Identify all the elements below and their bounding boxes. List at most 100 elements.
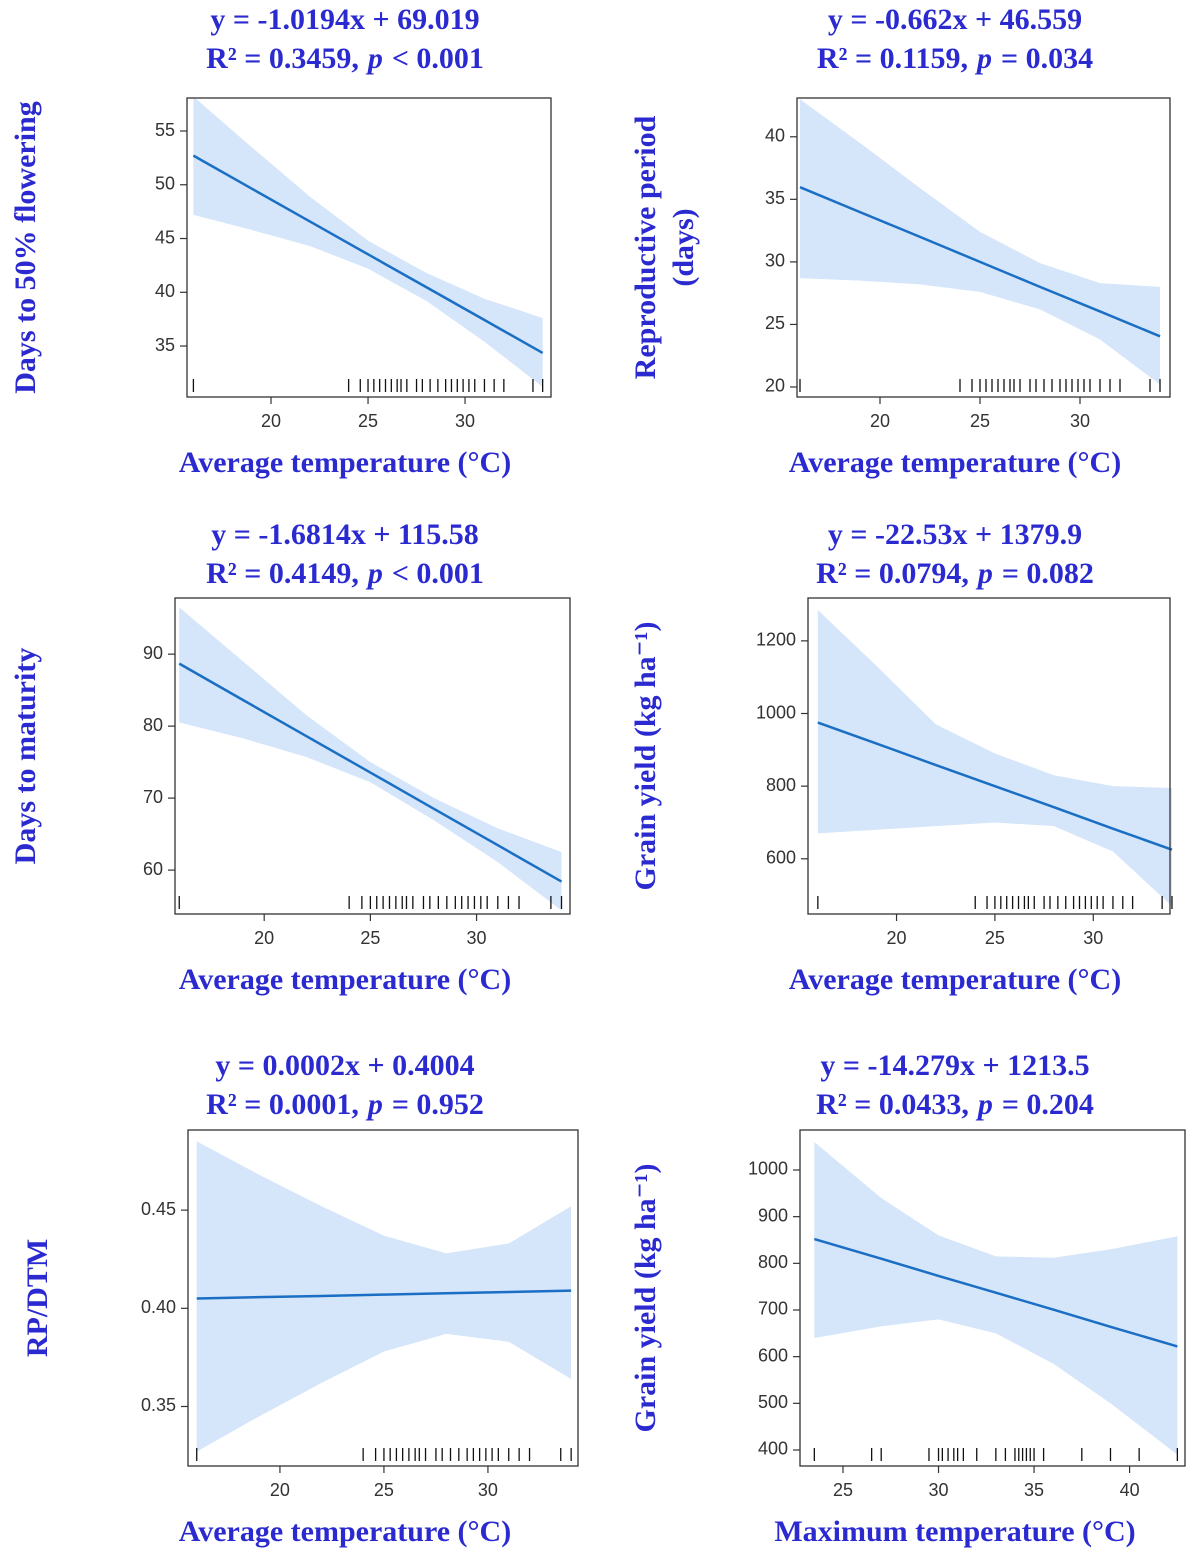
y-tick-label: 1000 <box>748 1159 788 1179</box>
y-tick-label: 40 <box>155 281 175 301</box>
p-value: < 0.001 <box>392 42 484 75</box>
fit-line <box>192 154 544 355</box>
equation: y = -22.53x + 1379.9 <box>828 518 1082 551</box>
y-tick-label: 800 <box>758 1252 788 1272</box>
r-squared: R² = 0.4149, <box>206 557 359 590</box>
p-value: < 0.001 <box>392 557 484 590</box>
y-axis-label: Days to 50% flowering <box>9 101 42 393</box>
x-axis-label: Maximum temperature (°C) <box>774 1515 1135 1548</box>
y-tick-label: 600 <box>758 1345 788 1365</box>
statistics: R² = 0.0433, p = 0.204 <box>816 1088 1094 1121</box>
statistics: R² = 0.4149, p < 0.001 <box>206 557 484 590</box>
y-tick-label: 35 <box>155 335 175 355</box>
statistics: R² = 0.0001, p = 0.952 <box>206 1088 484 1121</box>
equation: y = 0.0002x + 0.4004 <box>215 1049 474 1082</box>
y-tick-label: 500 <box>758 1392 788 1412</box>
fit-line <box>799 186 1161 338</box>
p-symbol: p <box>365 1088 383 1121</box>
fit-line <box>196 1289 572 1300</box>
y-tick-label: 0.40 <box>141 1297 176 1317</box>
y-axis-label: Grain yield (kg ha⁻¹) <box>629 1163 662 1432</box>
x-axis-label: Average temperature (°C) <box>789 446 1121 479</box>
x-axis-label: Average temperature (°C) <box>789 963 1121 996</box>
x-tick-label: 25 <box>985 928 1005 948</box>
p-symbol: p <box>974 42 992 75</box>
x-tick-label: 30 <box>1070 411 1090 431</box>
y-axis-label: Reproductive period <box>629 115 662 379</box>
y-axis-label: Grain yield (kg ha⁻¹) <box>629 621 662 890</box>
x-tick-label: 30 <box>467 928 487 948</box>
x-tick-label: 35 <box>1024 1480 1044 1500</box>
plot-frame <box>187 1129 579 1467</box>
y-tick-label: 1000 <box>756 702 796 722</box>
fit-line <box>813 1237 1178 1348</box>
fit-line <box>817 721 1173 851</box>
y-tick-label: 800 <box>766 775 796 795</box>
y-tick-label: 35 <box>765 188 785 208</box>
x-tick-label: 30 <box>929 1480 949 1500</box>
x-tick-label: 20 <box>261 411 281 431</box>
confidence-band <box>179 607 562 911</box>
confidence-band <box>800 99 1160 385</box>
plot-frame <box>186 97 552 398</box>
p-value: = 0.952 <box>392 1088 484 1121</box>
plot-frame <box>799 1129 1186 1467</box>
r-squared: R² = 0.0433, <box>816 1088 969 1121</box>
y-axis-label: RP/DTM <box>21 1239 54 1357</box>
y-tick-label: 60 <box>143 859 163 879</box>
x-axis-label: Average temperature (°C) <box>179 963 511 996</box>
x-tick-label: 30 <box>478 1480 498 1500</box>
y-tick-label: 25 <box>765 313 785 333</box>
p-value: = 0.204 <box>1002 1088 1094 1121</box>
y-tick-label: 1200 <box>756 630 796 650</box>
x-axis-label: Average temperature (°C) <box>179 1515 511 1548</box>
x-tick-label: 25 <box>833 1480 853 1500</box>
statistics: R² = 0.1159, p = 0.034 <box>817 42 1093 75</box>
statistics: R² = 0.3459, p < 0.001 <box>206 42 484 75</box>
y-tick-label: 700 <box>758 1299 788 1319</box>
y-axis-label: Days to maturity <box>9 648 42 865</box>
p-value: = 0.034 <box>1001 42 1093 75</box>
r-squared: R² = 0.1159, <box>817 42 968 75</box>
fit-line <box>178 662 563 883</box>
x-tick-label: 30 <box>455 411 475 431</box>
equation: y = -0.662x + 46.559 <box>828 3 1082 36</box>
p-symbol: p <box>975 557 993 590</box>
y-tick-label: 70 <box>143 787 163 807</box>
y-tick-label: 50 <box>155 174 175 194</box>
confidence-band <box>196 1141 572 1452</box>
confidence-band <box>193 96 543 387</box>
plot-frame <box>807 597 1171 915</box>
equation: y = -1.0194x + 69.019 <box>210 3 479 36</box>
y-axis-label: (days) <box>667 208 700 286</box>
y-tick-label: 0.45 <box>141 1199 176 1219</box>
y-tick-label: 400 <box>758 1439 788 1459</box>
plot-frame <box>796 97 1171 398</box>
x-tick-label: 25 <box>358 411 378 431</box>
p-value: = 0.082 <box>1002 557 1094 590</box>
y-tick-label: 90 <box>143 643 163 663</box>
equation: y = -1.6814x + 115.58 <box>211 518 479 551</box>
plot-frame <box>174 597 571 915</box>
x-axis-label: Average temperature (°C) <box>179 446 511 479</box>
confidence-band <box>817 609 1172 907</box>
y-tick-label: 0.35 <box>141 1395 176 1415</box>
confidence-band <box>814 1141 1178 1455</box>
p-symbol: p <box>365 42 383 75</box>
x-tick-label: 25 <box>360 928 380 948</box>
y-tick-label: 80 <box>143 715 163 735</box>
x-tick-label: 20 <box>254 928 274 948</box>
y-tick-label: 20 <box>765 376 785 396</box>
x-tick-label: 20 <box>270 1480 290 1500</box>
r-squared: R² = 0.0001, <box>206 1088 359 1121</box>
x-tick-label: 20 <box>870 411 890 431</box>
y-tick-label: 40 <box>765 126 785 146</box>
x-tick-label: 20 <box>887 928 907 948</box>
p-symbol: p <box>975 1088 993 1121</box>
r-squared: R² = 0.0794, <box>816 557 969 590</box>
y-tick-label: 30 <box>765 251 785 271</box>
y-tick-label: 55 <box>155 120 175 140</box>
y-tick-label: 900 <box>758 1205 788 1225</box>
x-tick-label: 30 <box>1083 928 1103 948</box>
